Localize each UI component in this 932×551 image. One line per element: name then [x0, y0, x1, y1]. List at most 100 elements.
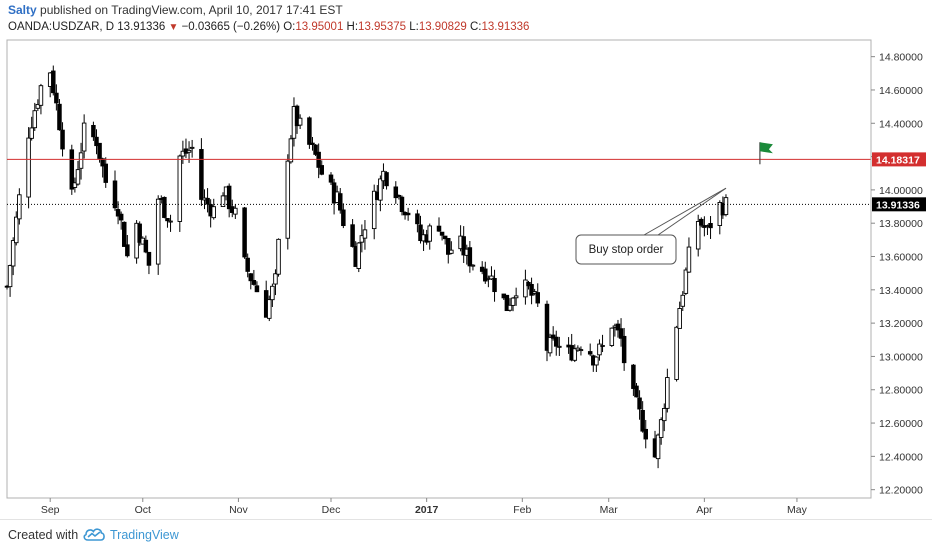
- candle-body: [523, 279, 528, 298]
- candle-body: [507, 304, 513, 311]
- candle-body: [643, 428, 648, 440]
- candle-body: [226, 185, 232, 210]
- candle-body: [708, 223, 713, 229]
- candle-body: [378, 178, 383, 201]
- price-tick-label: 13.40000: [879, 285, 923, 297]
- last-price: 13.91336: [117, 21, 166, 33]
- candle-body: [199, 149, 204, 200]
- candle-body: [146, 251, 152, 266]
- candle-body: [125, 244, 130, 257]
- candlestick-chart[interactable]: Buy stop order 14.80000 14.60000 14.40000 1…: [0, 0, 932, 519]
- candle: [75, 160, 81, 186]
- candle-body: [35, 104, 41, 109]
- time-tick-label: Mar: [600, 504, 619, 516]
- candle-body: [631, 364, 636, 389]
- candle-body: [220, 195, 226, 208]
- candle-body: [449, 249, 454, 254]
- flag-icon[interactable]: [759, 142, 773, 165]
- time-tick-label: Nov: [229, 504, 248, 516]
- flag-cloth: [759, 142, 773, 154]
- candle-body: [143, 239, 149, 253]
- candle: [535, 283, 540, 307]
- candle: [143, 235, 149, 254]
- candle-body: [442, 235, 448, 240]
- time-tick-label: Feb: [513, 504, 531, 516]
- candle: [177, 154, 183, 232]
- candle: [362, 220, 368, 250]
- candle: [662, 403, 667, 432]
- open-label: O:: [283, 21, 296, 33]
- candle: [162, 196, 167, 219]
- tradingview-brand[interactable]: TradingView: [110, 528, 179, 542]
- candle: [439, 231, 445, 241]
- candle-body: [674, 326, 679, 380]
- candle-body: [328, 174, 334, 183]
- price-tick-label: 14.60000: [879, 85, 923, 97]
- down-triangle-icon: ▼: [168, 22, 179, 33]
- candle-body: [10, 240, 16, 267]
- candle: [32, 102, 38, 131]
- candle-body: [338, 193, 343, 211]
- low-value: 13.90829: [418, 21, 467, 33]
- time-axis[interactable]: Sep Oct Nov Dec 2017 Feb Mar Apr May: [41, 498, 808, 516]
- candle: [7, 264, 13, 297]
- candle: [242, 206, 247, 259]
- candle-body: [439, 231, 445, 236]
- candle-body: [658, 419, 664, 438]
- candle: [686, 237, 692, 273]
- candle-body: [69, 149, 75, 190]
- candle-body: [276, 238, 281, 275]
- candle-body: [609, 327, 615, 346]
- price-tick-label: 13.60000: [879, 252, 923, 264]
- candle: [637, 390, 642, 420]
- candle-body: [461, 236, 466, 256]
- candle: [125, 234, 130, 258]
- candle: [51, 65, 56, 96]
- candle-body: [699, 218, 704, 226]
- candle-body: [211, 206, 216, 219]
- price-axis[interactable]: 14.8000014.6000014.4000014.2000014.00000…: [871, 52, 923, 497]
- candle: [72, 177, 78, 193]
- candle-body: [467, 247, 473, 267]
- candle: [100, 157, 105, 178]
- candle-body: [396, 194, 402, 197]
- tradingview-cloud-icon[interactable]: [82, 525, 106, 543]
- price-tick-label: 14.80000: [879, 52, 923, 64]
- candle: [378, 175, 383, 212]
- callout-box[interactable]: [575, 234, 677, 265]
- candle: [248, 273, 254, 290]
- candle-body: [186, 149, 192, 153]
- publish-info: Salty published on TradingView.com, Apri…: [8, 3, 343, 18]
- candle: [26, 127, 31, 209]
- created-with-text: Created with: [8, 528, 79, 542]
- candle: [504, 294, 510, 312]
- candle: [338, 188, 343, 214]
- candle: [319, 160, 324, 176]
- candle: [615, 319, 621, 338]
- candle: [94, 129, 99, 155]
- candle: [597, 339, 602, 361]
- candle-body: [57, 103, 62, 131]
- candle-body: [597, 343, 602, 356]
- price-tick-label: 12.20000: [879, 485, 923, 497]
- candle-body: [137, 223, 142, 243]
- candle: [578, 346, 584, 356]
- candle-body: [677, 308, 682, 329]
- candle: [393, 181, 399, 204]
- plot-area[interactable]: [6, 39, 872, 499]
- candle: [199, 138, 204, 206]
- candle-body: [122, 221, 127, 247]
- candle-body: [615, 323, 621, 331]
- candle: [461, 226, 466, 263]
- candle-body: [371, 190, 377, 230]
- author-link[interactable]: Salty: [8, 3, 37, 17]
- candle-body: [14, 216, 19, 244]
- candle-body: [288, 138, 294, 163]
- candle-body: [572, 348, 578, 361]
- candle: [297, 114, 303, 130]
- candle: [665, 368, 670, 413]
- candle-body: [600, 345, 605, 347]
- annotation-group[interactable]: Buy stop order: [575, 187, 727, 265]
- candle-body: [78, 152, 84, 169]
- current-price-tag-bg: [872, 197, 926, 212]
